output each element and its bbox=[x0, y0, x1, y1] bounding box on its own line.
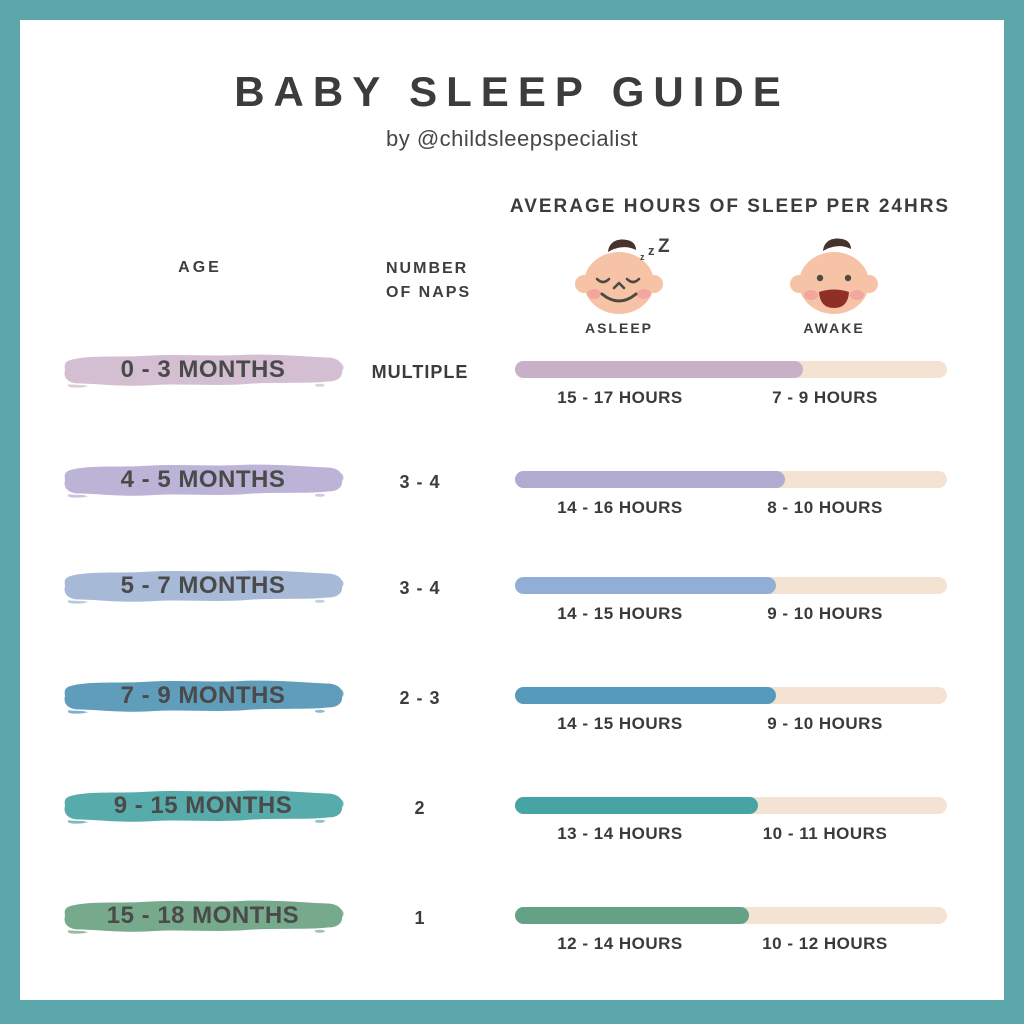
awake-hours-label: 10 - 12 HOURS bbox=[762, 934, 888, 953]
asleep-hours-label: 14 - 15 HOURS bbox=[557, 604, 683, 623]
asleep-bar-segment bbox=[515, 797, 758, 814]
asleep-legend-label: ASLEEP bbox=[584, 320, 653, 336]
sleep-bar bbox=[515, 577, 947, 594]
content-panel bbox=[20, 20, 1004, 1000]
naps-value: MULTIPLE bbox=[371, 362, 469, 382]
brush-stroke bbox=[64, 570, 344, 604]
brush-stroke bbox=[64, 464, 344, 498]
awake-hours-label: 10 - 11 HOURS bbox=[762, 824, 888, 843]
age-swatch: 4 - 5 MONTHS bbox=[62, 460, 344, 500]
baby-head bbox=[799, 252, 869, 314]
baby-hair bbox=[608, 239, 636, 252]
column-header-naps-line2: OF NAPS bbox=[386, 284, 472, 301]
table-row: 5 - 7 MONTHS 3 - 4 14 - 15 HOURS 9 - 10 … bbox=[0, 566, 1024, 638]
column-header-age: AGE bbox=[178, 259, 222, 276]
asleep-hours-label: 12 - 14 HOURS bbox=[557, 934, 683, 953]
baby-cheek bbox=[850, 290, 864, 300]
age-label: 0 - 3 MONTHS bbox=[120, 356, 286, 383]
table-row: 15 - 18 MONTHS 1 12 - 14 HOURS 10 - 12 H… bbox=[0, 896, 1024, 968]
table-row: 0 - 3 MONTHS MULTIPLE 15 - 17 HOURS 7 - … bbox=[0, 350, 1024, 422]
asleep-hours-label: 15 - 17 HOURS bbox=[557, 388, 683, 407]
baby-hair bbox=[823, 238, 851, 251]
asleep-hours-label: 14 - 16 HOURS bbox=[557, 498, 683, 517]
zzz-mid: z bbox=[648, 243, 655, 258]
asleep-bar-segment bbox=[515, 471, 785, 488]
age-swatch: 15 - 18 MONTHS bbox=[62, 896, 344, 936]
awake-hours-label: 8 - 10 HOURS bbox=[767, 498, 883, 517]
sleep-bar bbox=[515, 687, 947, 704]
closed-eye bbox=[625, 277, 641, 284]
open-mouth bbox=[819, 289, 849, 308]
zzz-big: Z bbox=[658, 237, 670, 257]
table-row: 9 - 15 MONTHS 2 13 - 14 HOURS 10 - 11 HO… bbox=[0, 786, 1024, 858]
table-row: 4 - 5 MONTHS 3 - 4 14 - 16 HOURS 8 - 10 … bbox=[0, 460, 1024, 532]
age-label: 5 - 7 MONTHS bbox=[120, 572, 286, 599]
smile-mouth bbox=[600, 292, 638, 303]
naps-value: 3 - 4 bbox=[399, 578, 441, 598]
page-title: BABY SLEEP GUIDE bbox=[234, 68, 790, 115]
asleep-bar-segment bbox=[515, 577, 776, 594]
baby-cheek bbox=[637, 289, 651, 299]
naps-value: 3 - 4 bbox=[399, 472, 441, 492]
brush-stroke bbox=[64, 354, 344, 388]
asleep-bar-segment bbox=[515, 687, 776, 704]
baby-cheek bbox=[804, 290, 818, 300]
sleep-bar bbox=[515, 361, 947, 378]
asleep-baby-icon: z z Z bbox=[575, 237, 670, 314]
age-label: 7 - 9 MONTHS bbox=[120, 682, 286, 709]
column-header-naps: NUMBER OF NAPS bbox=[386, 257, 471, 305]
closed-eye bbox=[595, 277, 611, 284]
awake-hours-label: 9 - 10 HOURS bbox=[767, 604, 883, 623]
age-label: 9 - 15 MONTHS bbox=[113, 792, 293, 819]
awake-baby-icon bbox=[790, 238, 878, 314]
table-row: 7 - 9 MONTHS 2 - 3 14 - 15 HOURS 9 - 10 … bbox=[0, 676, 1024, 748]
brush-stroke bbox=[64, 790, 344, 824]
age-label: 4 - 5 MONTHS bbox=[120, 466, 286, 493]
age-swatch: 0 - 3 MONTHS bbox=[62, 350, 344, 390]
brush-stroke bbox=[64, 680, 344, 714]
asleep-bar-segment bbox=[515, 361, 804, 378]
sleep-bar bbox=[515, 797, 947, 814]
column-header-naps-line1: NUMBER bbox=[386, 260, 469, 277]
byline: by @childsleepspecialist bbox=[385, 126, 638, 151]
naps-value: 1 bbox=[414, 908, 426, 928]
asleep-hours-label: 13 - 14 HOURS bbox=[557, 824, 683, 843]
brush-stroke bbox=[64, 900, 344, 934]
asleep-bar-segment bbox=[515, 907, 750, 924]
sleep-bar bbox=[515, 471, 947, 488]
awake-hours-label: 7 - 9 HOURS bbox=[772, 388, 878, 407]
awake-legend-label: AWAKE bbox=[803, 320, 865, 336]
section-header: AVERAGE HOURS OF SLEEP PER 24HRS bbox=[509, 196, 951, 217]
age-label: 15 - 18 MONTHS bbox=[106, 902, 300, 929]
open-eye bbox=[844, 274, 852, 282]
age-swatch: 9 - 15 MONTHS bbox=[62, 786, 344, 826]
naps-value: 2 - 3 bbox=[399, 688, 441, 708]
baby-nose bbox=[612, 281, 626, 290]
naps-value: 2 bbox=[414, 798, 426, 818]
age-swatch: 5 - 7 MONTHS bbox=[62, 566, 344, 606]
awake-hours-label: 9 - 10 HOURS bbox=[767, 714, 883, 733]
sleep-bar bbox=[515, 907, 947, 924]
age-swatch: 7 - 9 MONTHS bbox=[62, 676, 344, 716]
baby-cheek bbox=[587, 289, 601, 299]
zzz-small: z bbox=[640, 252, 645, 262]
asleep-hours-label: 14 - 15 HOURS bbox=[557, 714, 683, 733]
open-eye bbox=[816, 274, 824, 282]
